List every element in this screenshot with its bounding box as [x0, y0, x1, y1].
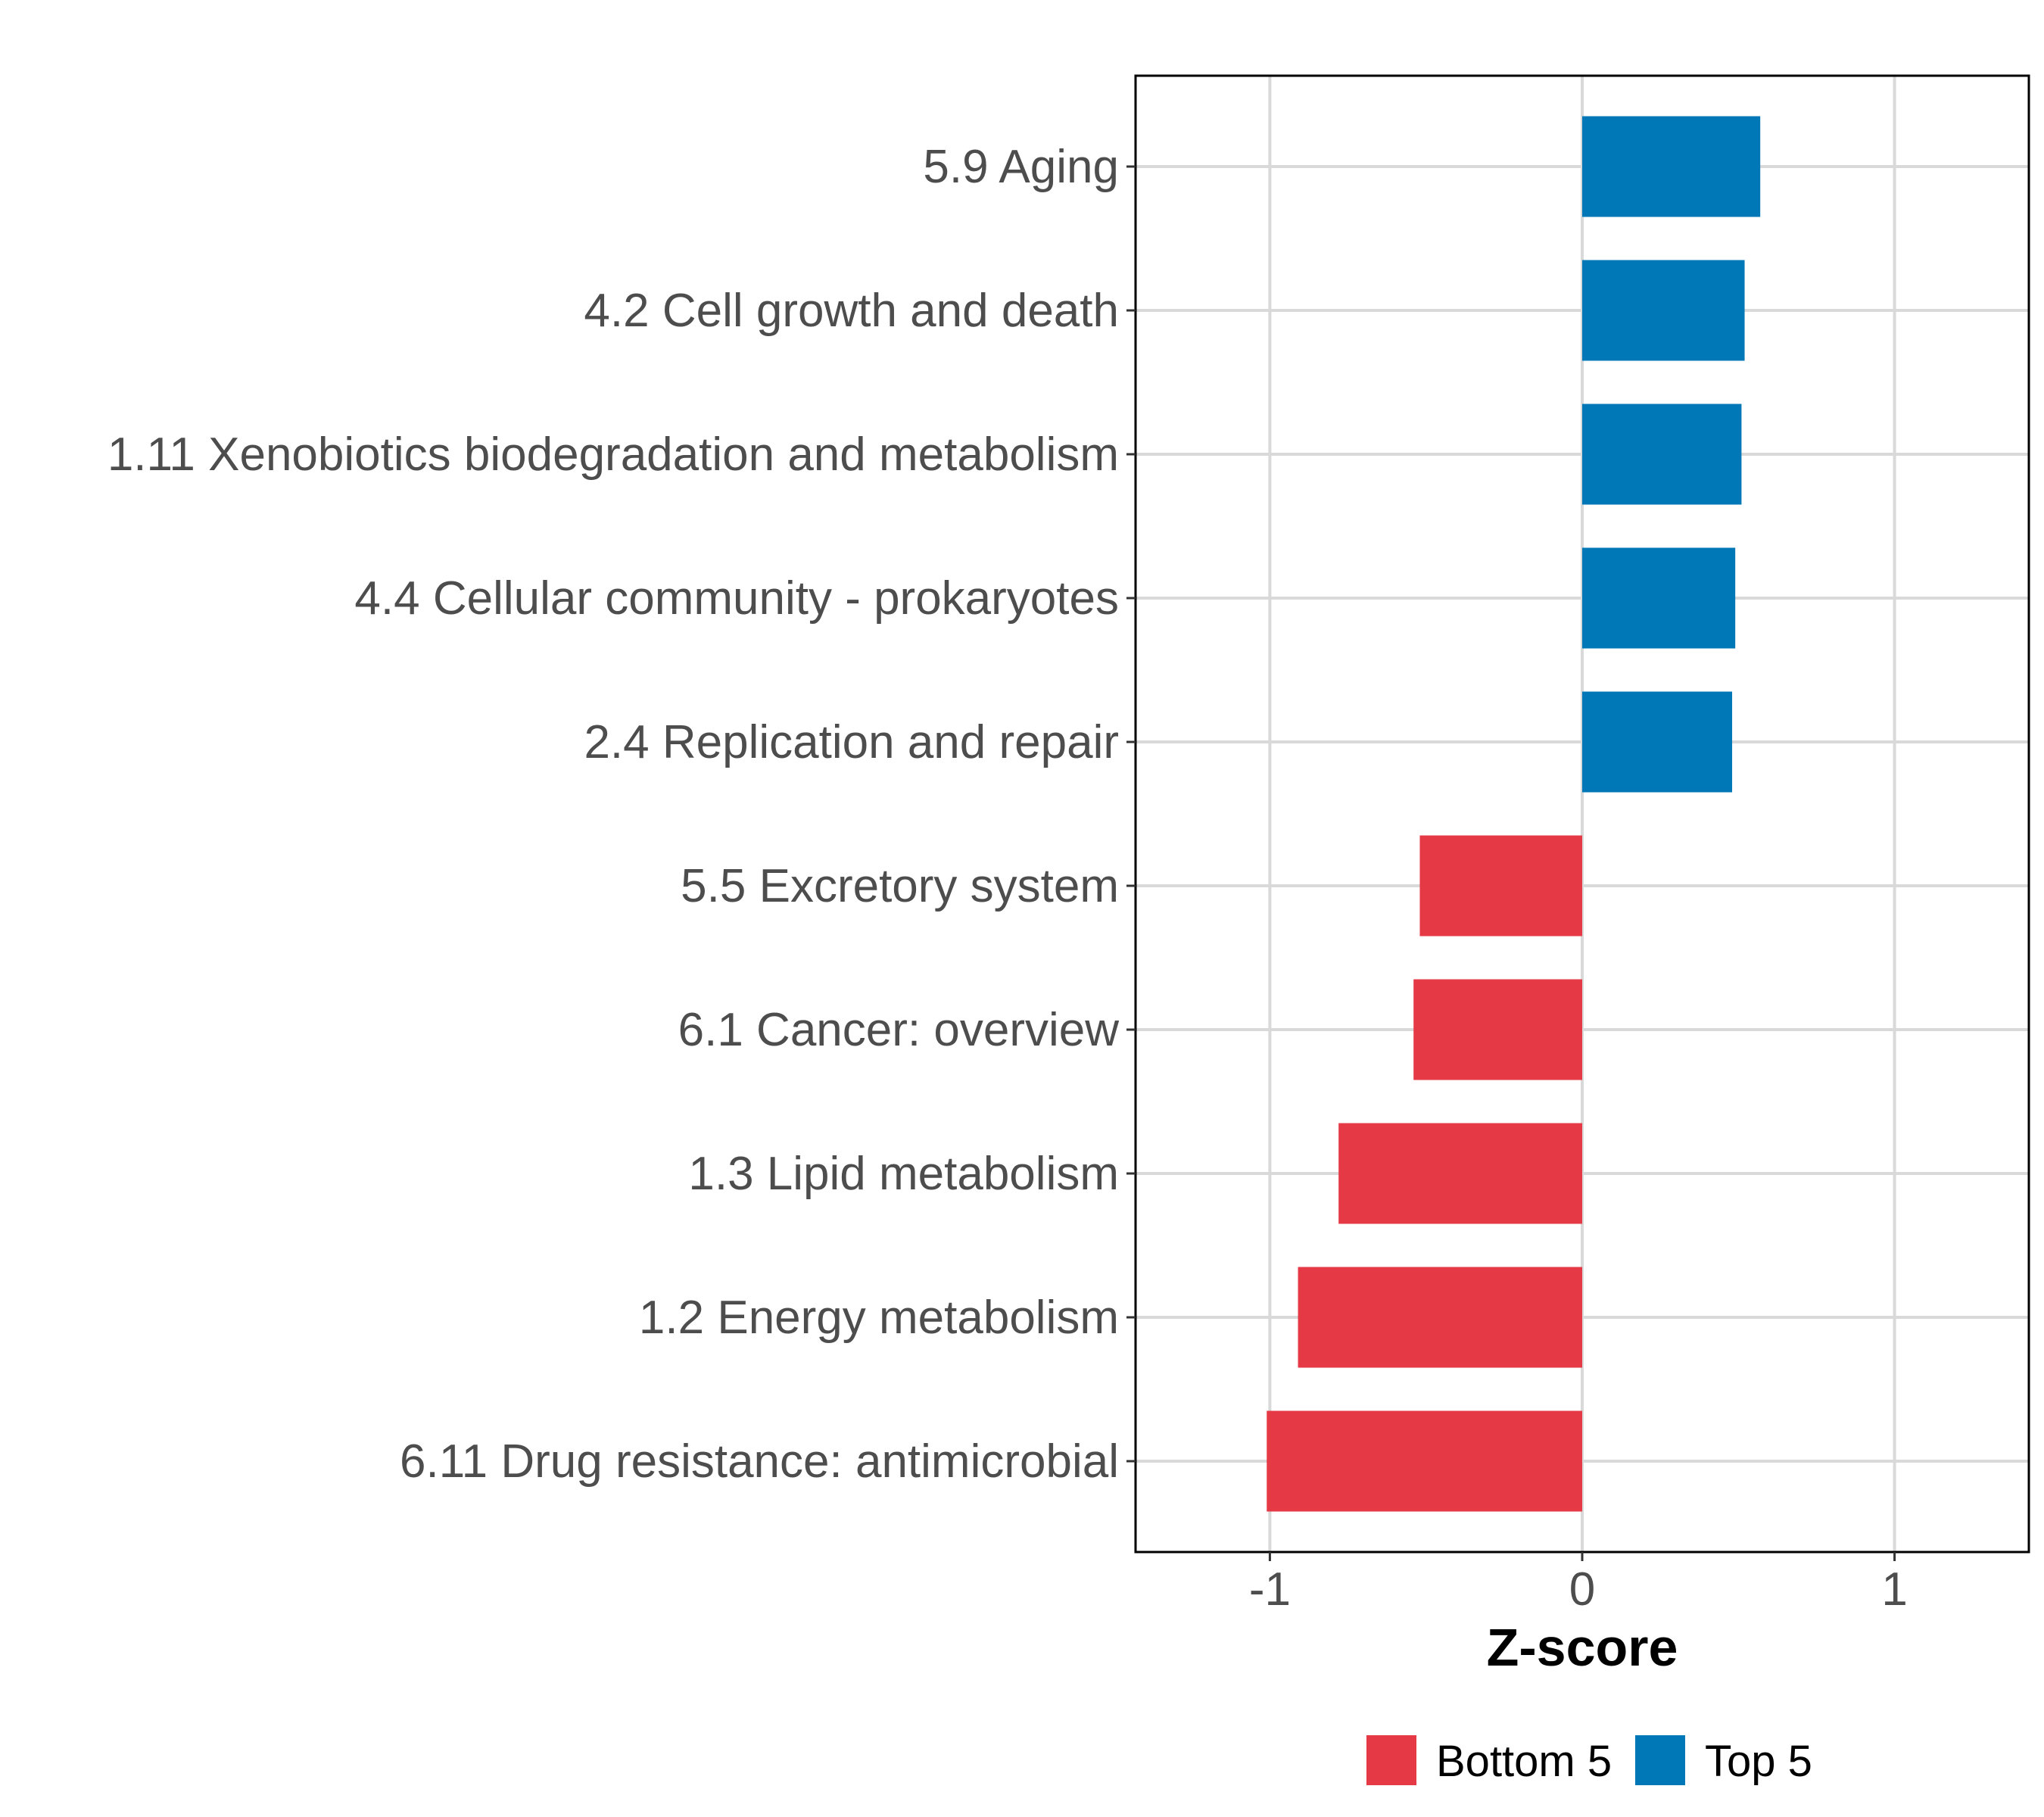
category-label: 4.4 Cellular community - prokaryotes: [354, 572, 1119, 625]
legend-label: Bottom 5: [1436, 1737, 1612, 1786]
bar: [1582, 547, 1736, 649]
legend-swatch-bottom-5: [1366, 1735, 1416, 1785]
bar: [1582, 116, 1761, 217]
x-tick-label: 0: [1569, 1563, 1595, 1616]
bar: [1267, 1410, 1582, 1512]
category-label: 1.3 Lipid metabolism: [688, 1148, 1119, 1200]
bar: [1338, 1123, 1582, 1224]
bar: [1413, 979, 1582, 1080]
legend: Bottom 5 Top 5: [1366, 1735, 1812, 1786]
category-label: 2.4 Replication and repair: [584, 716, 1119, 768]
bar: [1582, 404, 1742, 505]
x-tick-label: 1: [1881, 1563, 1907, 1616]
y-axis: 5.9 Aging 4.2 Cell growth and death 1.11 X…: [107, 141, 1136, 1488]
bar: [1419, 835, 1582, 937]
bar: [1582, 691, 1733, 793]
bars: [1267, 116, 1761, 1512]
category-label: 6.1 Cancer: overview: [678, 1004, 1120, 1056]
x-axis-title: Z-score: [1487, 1618, 1678, 1677]
bar: [1298, 1267, 1582, 1368]
category-label: 4.2 Cell growth and death: [584, 285, 1119, 337]
category-label: 1.2 Energy metabolism: [639, 1292, 1119, 1344]
category-label: 5.5 Excretory system: [681, 860, 1119, 912]
bar: [1582, 260, 1745, 361]
category-label: 1.11 Xenobiotics biodegradation and meta…: [107, 429, 1119, 481]
category-label: 5.9 Aging: [923, 141, 1119, 193]
legend-label: Top 5: [1705, 1737, 1812, 1786]
x-axis: -1 0 1: [1249, 1552, 1908, 1616]
category-label: 6.11 Drug resistance: antimicrobial: [400, 1435, 1119, 1488]
legend-swatch-top-5: [1635, 1735, 1685, 1785]
x-tick-label: -1: [1249, 1563, 1291, 1616]
